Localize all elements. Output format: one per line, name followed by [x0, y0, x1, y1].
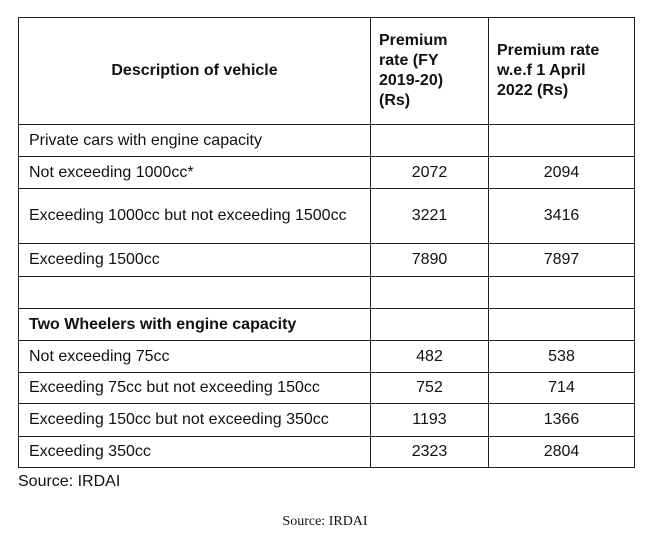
table-row: Not exceeding 75cc 482 538: [18, 340, 635, 373]
table-row-empty: [18, 276, 635, 309]
row-fy2019: 1193: [370, 403, 489, 437]
table-row-section: Two Wheelers with engine capacity: [18, 308, 635, 341]
table-row: Private cars with engine capacity: [18, 124, 635, 157]
row-description: Exceeding 1500cc: [18, 243, 371, 277]
row-description: Not exceeding 75cc: [18, 340, 371, 373]
row-apr2022: [488, 308, 635, 341]
row-fy2019: 482: [370, 340, 489, 373]
row-description: Private cars with engine capacity: [18, 124, 371, 157]
row-fy2019: [370, 124, 489, 157]
row-description: Exceeding 1000cc but not exceeding 1500c…: [18, 188, 371, 244]
row-fy2019: 2072: [370, 156, 489, 189]
row-fy2019: 3221: [370, 188, 489, 244]
row-apr2022: 2094: [488, 156, 635, 189]
table-row: Exceeding 350cc 2323 2804: [18, 436, 635, 468]
header-description: Description of vehicle: [18, 17, 371, 125]
row-apr2022: 2804: [488, 436, 635, 468]
table-row: Exceeding 1500cc 7890 7897: [18, 243, 635, 277]
table-row: Not exceeding 1000cc* 2072 2094: [18, 156, 635, 189]
row-description: Exceeding 75cc but not exceeding 150cc: [18, 372, 371, 404]
row-fy2019: 7890: [370, 243, 489, 277]
row-apr2022: 714: [488, 372, 635, 404]
row-apr2022: 1366: [488, 403, 635, 437]
premium-rates-table: Description of vehicle Premium rate (FY …: [18, 17, 635, 468]
table-row: Exceeding 75cc but not exceeding 150cc 7…: [18, 372, 635, 404]
image-caption: Source: IRDAI: [282, 514, 368, 529]
row-fy2019: [370, 308, 489, 341]
row-apr2022: [488, 124, 635, 157]
section-heading-two-wheelers: Two Wheelers with engine capacity: [18, 308, 371, 341]
header-apr2022: Premium rate w.e.f 1 April 2022 (Rs): [488, 17, 635, 125]
row-description: Exceeding 150cc but not exceeding 350cc: [18, 403, 371, 437]
row-fy2019: 2323: [370, 436, 489, 468]
header-row: Description of vehicle Premium rate (FY …: [18, 17, 635, 125]
row-fy2019: 752: [370, 372, 489, 404]
table-source-note: Source: IRDAI: [18, 473, 121, 490]
table-row: Exceeding 1000cc but not exceeding 1500c…: [18, 188, 635, 244]
header-fy2019: Premium rate (FY 2019-20) (Rs): [370, 17, 489, 125]
row-apr2022: 538: [488, 340, 635, 373]
row-apr2022: [488, 276, 635, 309]
row-description: [18, 276, 371, 309]
row-description: Not exceeding 1000cc*: [18, 156, 371, 189]
row-apr2022: 3416: [488, 188, 635, 244]
row-fy2019: [370, 276, 489, 309]
table-row: Exceeding 150cc but not exceeding 350cc …: [18, 403, 635, 437]
row-description: Exceeding 350cc: [18, 436, 371, 468]
row-apr2022: 7897: [488, 243, 635, 277]
